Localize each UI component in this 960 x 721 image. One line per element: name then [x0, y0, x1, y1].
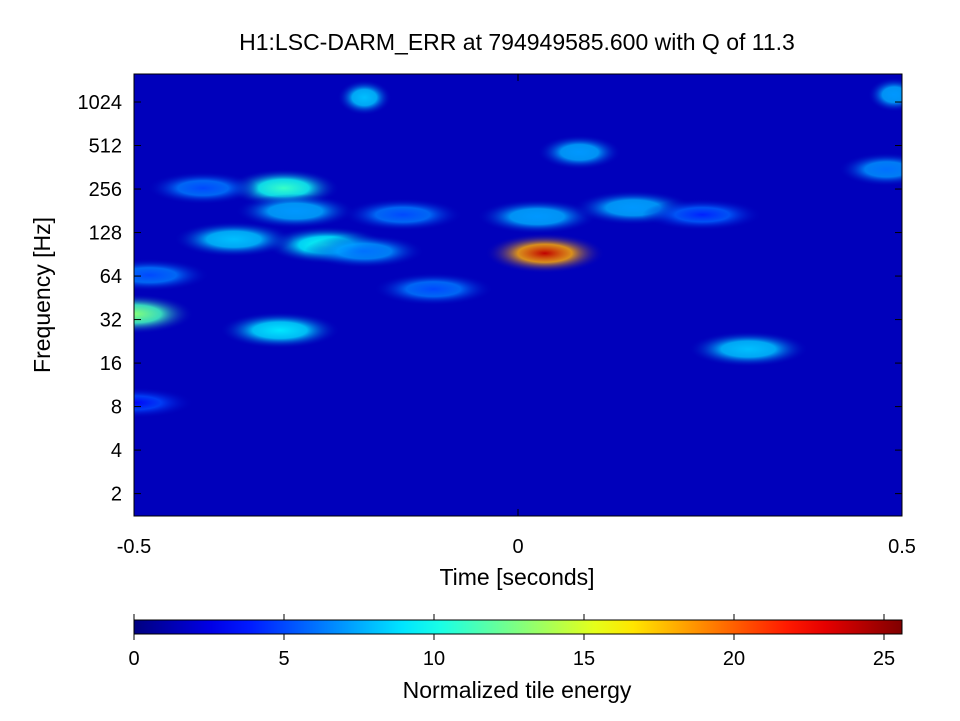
y-axis-label: Frequency [Hz]	[29, 217, 55, 373]
x-tick-label: -0.5	[117, 536, 151, 558]
colorbar	[133, 619, 903, 635]
spectrogram-heatmap	[134, 74, 902, 516]
y-tick-label: 32	[100, 310, 122, 332]
y-tick-label: 4	[111, 440, 122, 462]
y-axis-ticks: 2 4 8 16 32 64 128 256 512 1024	[78, 92, 902, 506]
energy-tile	[838, 152, 902, 187]
energy-tile	[642, 198, 763, 231]
colorbar-tick-label: 15	[573, 648, 595, 670]
energy-tile	[134, 387, 194, 419]
energy-tile	[373, 272, 494, 306]
colorbar-tick-label: 20	[723, 648, 745, 670]
x-tick-label: 0.5	[888, 536, 916, 558]
energy-tile	[235, 193, 356, 229]
y-tick-label: 8	[111, 397, 122, 419]
y-tick-label: 16	[100, 353, 122, 375]
energy-tile	[688, 331, 809, 367]
y-tick-label: 64	[100, 266, 122, 288]
energy-tile	[134, 293, 194, 334]
colorbar-tick-label: 5	[278, 648, 289, 670]
x-tick-label: 0	[512, 536, 523, 558]
heatmap-background	[134, 74, 902, 516]
x-axis-label: Time [seconds]	[439, 564, 594, 590]
energy-tile	[342, 198, 463, 232]
energy-tile	[219, 312, 340, 349]
colorbar-tick-label: 25	[873, 648, 895, 670]
y-tick-label: 128	[89, 223, 122, 245]
energy-tile	[304, 234, 425, 269]
y-tick-label: 2	[111, 484, 122, 506]
colorbar-tick-label: 0	[128, 648, 139, 670]
energy-tile	[537, 134, 622, 170]
energy-tile	[484, 233, 605, 274]
energy-tile	[147, 171, 259, 205]
y-tick-label: 256	[89, 179, 122, 201]
colorbar-label: Normalized tile energy	[403, 677, 632, 703]
energy-tile	[173, 221, 294, 258]
energy-tile	[134, 258, 210, 292]
energy-tile	[867, 77, 902, 113]
colorbar-tick-label: 10	[423, 648, 445, 670]
energy-tile	[477, 199, 598, 234]
x-axis-ticks: -0.5 0 0.5	[117, 74, 916, 558]
y-tick-label: 1024	[78, 92, 123, 114]
energy-tile	[337, 79, 392, 116]
colorbar-ticks: 0 5 10 15 20 25	[128, 614, 895, 670]
chart-title: H1:LSC-DARM_ERR at 794949585.600 with Q …	[239, 29, 795, 55]
y-tick-label: 512	[89, 136, 122, 158]
